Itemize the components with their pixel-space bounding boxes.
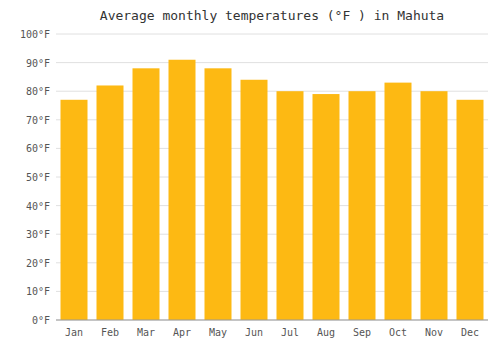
bar [97, 85, 124, 320]
bars [61, 60, 484, 320]
bar [169, 60, 196, 320]
x-tick-label: Oct [389, 327, 407, 338]
bar [205, 68, 232, 320]
title: Average monthly temperatures (°F ) in Ma… [100, 8, 444, 23]
bar [349, 91, 376, 320]
y-tick-label: 50°F [26, 172, 50, 183]
bar [277, 91, 304, 320]
chart-container: Average monthly temperatures (°F ) in Ma… [0, 0, 500, 350]
bar [385, 83, 412, 320]
y-tick-label: 90°F [26, 58, 50, 69]
bar [241, 80, 268, 320]
x-tick-label: Feb [101, 327, 119, 338]
x-tick-label: Nov [425, 327, 443, 338]
y-tick-label: 30°F [26, 229, 50, 240]
x-tick-label: May [209, 327, 227, 338]
x-tick-label: Jan [65, 327, 83, 338]
x-tick-label: Dec [461, 327, 479, 338]
y-tick-label: 60°F [26, 143, 50, 154]
grid [56, 34, 488, 320]
bar [61, 100, 88, 320]
grid-line [56, 34, 488, 35]
x-tick-label: Jun [245, 327, 263, 338]
x-tick-label: Aug [317, 327, 335, 338]
grid-line [56, 62, 488, 63]
bar [421, 91, 448, 320]
x-tick-label: Sep [353, 327, 371, 338]
y-tick-label: 70°F [26, 115, 50, 126]
bar [133, 68, 160, 320]
bar [313, 94, 340, 320]
x-axis-line [56, 320, 488, 321]
y-tick-label: 20°F [26, 258, 50, 269]
y-tick-label: 10°F [26, 286, 50, 297]
y-tick-label: 0°F [32, 315, 50, 326]
y-tick-label: 40°F [26, 201, 50, 212]
x-tick-label: Jul [281, 327, 299, 338]
y-tick-label: 80°F [26, 86, 50, 97]
bar [457, 100, 484, 320]
y-tick-label: 100°F [20, 29, 50, 40]
chart-svg: Average monthly temperatures (°F ) in Ma… [0, 0, 500, 350]
grid-line [56, 320, 488, 321]
x-tick-label: Apr [173, 327, 191, 338]
x-tick-label: Mar [137, 327, 155, 338]
